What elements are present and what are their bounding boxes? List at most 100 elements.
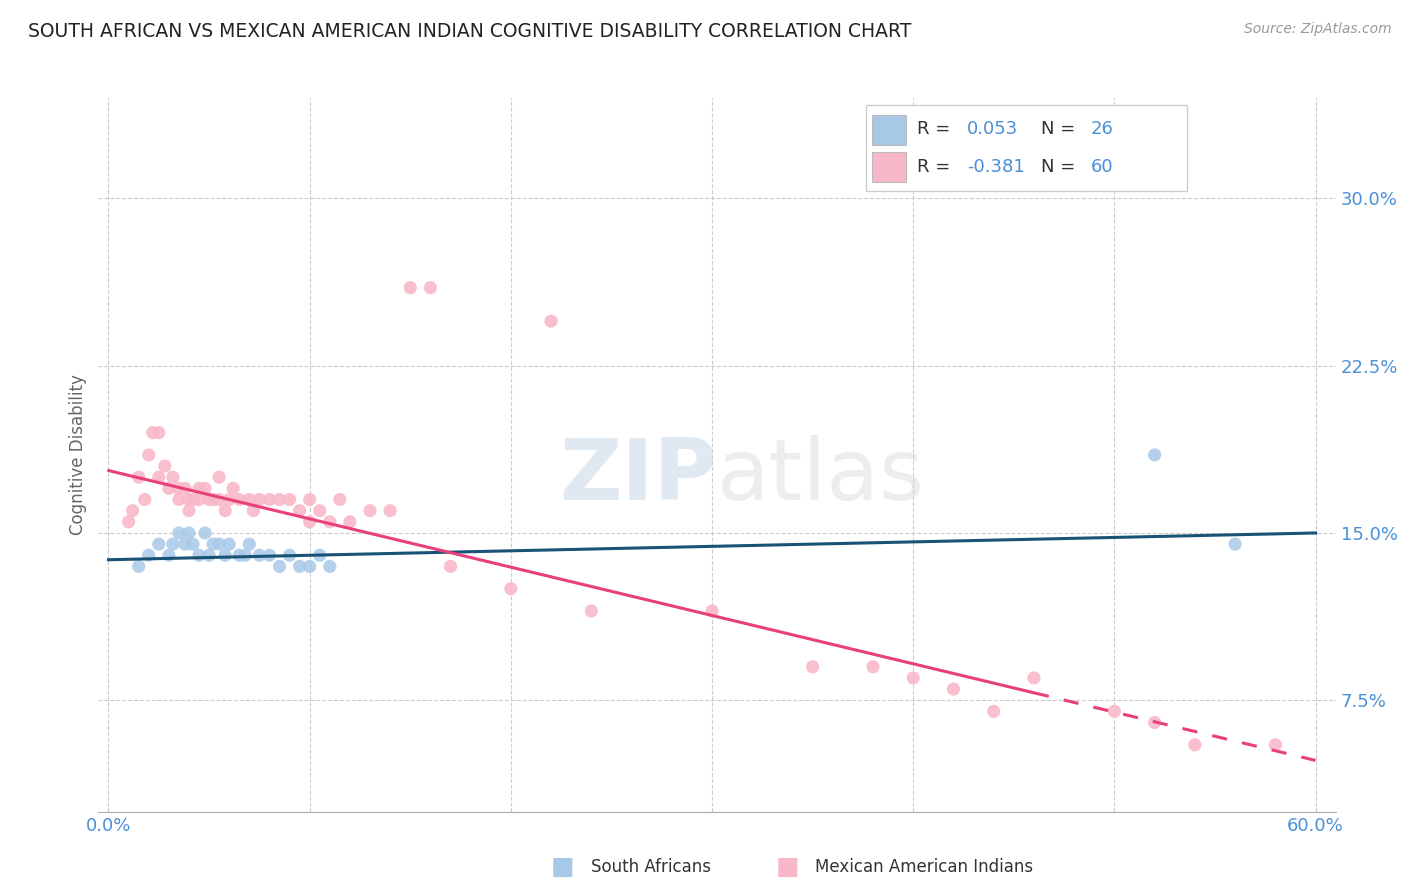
Point [308,548,330,562]
Point [208,470,231,484]
Point [128,470,150,484]
Point [238,537,260,551]
Point [419,280,441,294]
Point [148,537,170,551]
Point [177,525,200,540]
Text: ■: ■ [551,855,574,879]
Text: 60: 60 [1091,158,1114,176]
Point [222,481,245,495]
Point [378,503,401,517]
Point [983,704,1005,718]
Bar [872,153,907,182]
Point [198,548,221,562]
Point [134,492,156,507]
Point [238,492,260,507]
Point [157,481,180,495]
Text: Source: ZipAtlas.com: Source: ZipAtlas.com [1244,22,1392,37]
Point [1143,448,1166,462]
Text: South Africans: South Africans [591,858,710,876]
Point [142,425,165,440]
Text: ZIP: ZIP [560,434,717,518]
Text: -0.381: -0.381 [967,158,1025,176]
Text: N =: N = [1042,120,1081,137]
Point [208,492,231,507]
Point [162,470,184,484]
Point [188,548,211,562]
Point [233,548,256,562]
Point [278,548,301,562]
Point [700,604,723,618]
Point [167,525,190,540]
Point [128,559,150,574]
Point [903,671,925,685]
Point [942,681,965,696]
Point [188,481,211,495]
Point [167,492,190,507]
Point [188,492,211,507]
Point [540,314,562,328]
Point [202,492,225,507]
Text: ■: ■ [776,855,799,879]
Point [247,548,270,562]
Point [228,548,250,562]
Point [167,481,190,495]
Point [228,492,250,507]
Point [198,492,221,507]
Point [218,537,240,551]
Point [1104,704,1126,718]
Point [269,559,291,574]
Point [339,515,361,529]
Point [153,458,176,473]
Text: N =: N = [1042,158,1081,176]
Point [208,537,231,551]
Point [399,280,422,294]
Point [319,515,342,529]
Point [148,425,170,440]
Point [278,492,301,507]
Point [359,503,381,517]
Point [1184,738,1206,752]
Point [288,503,311,517]
Point [194,481,217,495]
Point [162,537,184,551]
Text: 26: 26 [1091,120,1114,137]
Point [214,548,236,562]
Point [157,548,180,562]
Point [801,660,824,674]
Point [177,492,200,507]
Point [1143,715,1166,730]
Point [117,515,139,529]
Text: R =: R = [918,120,956,137]
Point [218,492,240,507]
Point [259,492,281,507]
Text: SOUTH AFRICAN VS MEXICAN AMERICAN INDIAN COGNITIVE DISABILITY CORRELATION CHART: SOUTH AFRICAN VS MEXICAN AMERICAN INDIAN… [28,22,911,41]
Point [174,537,197,551]
Point [862,660,884,674]
Text: R =: R = [918,158,956,176]
Point [138,548,160,562]
Point [202,537,225,551]
Point [148,470,170,484]
Point [194,525,217,540]
Point [319,559,342,574]
Point [298,492,321,507]
Point [181,492,204,507]
Point [247,492,270,507]
Point [259,548,281,562]
Point [1264,738,1286,752]
Point [269,492,291,507]
Point [242,503,264,517]
Point [308,503,330,517]
Point [581,604,603,618]
Y-axis label: Cognitive Disability: Cognitive Disability [69,375,87,535]
Text: 0.053: 0.053 [967,120,1018,137]
Point [138,448,160,462]
Point [1022,671,1045,685]
Point [439,559,461,574]
Point [329,492,352,507]
Point [499,582,522,596]
Bar [872,114,907,145]
Point [288,559,311,574]
Point [214,503,236,517]
Point [121,503,143,517]
